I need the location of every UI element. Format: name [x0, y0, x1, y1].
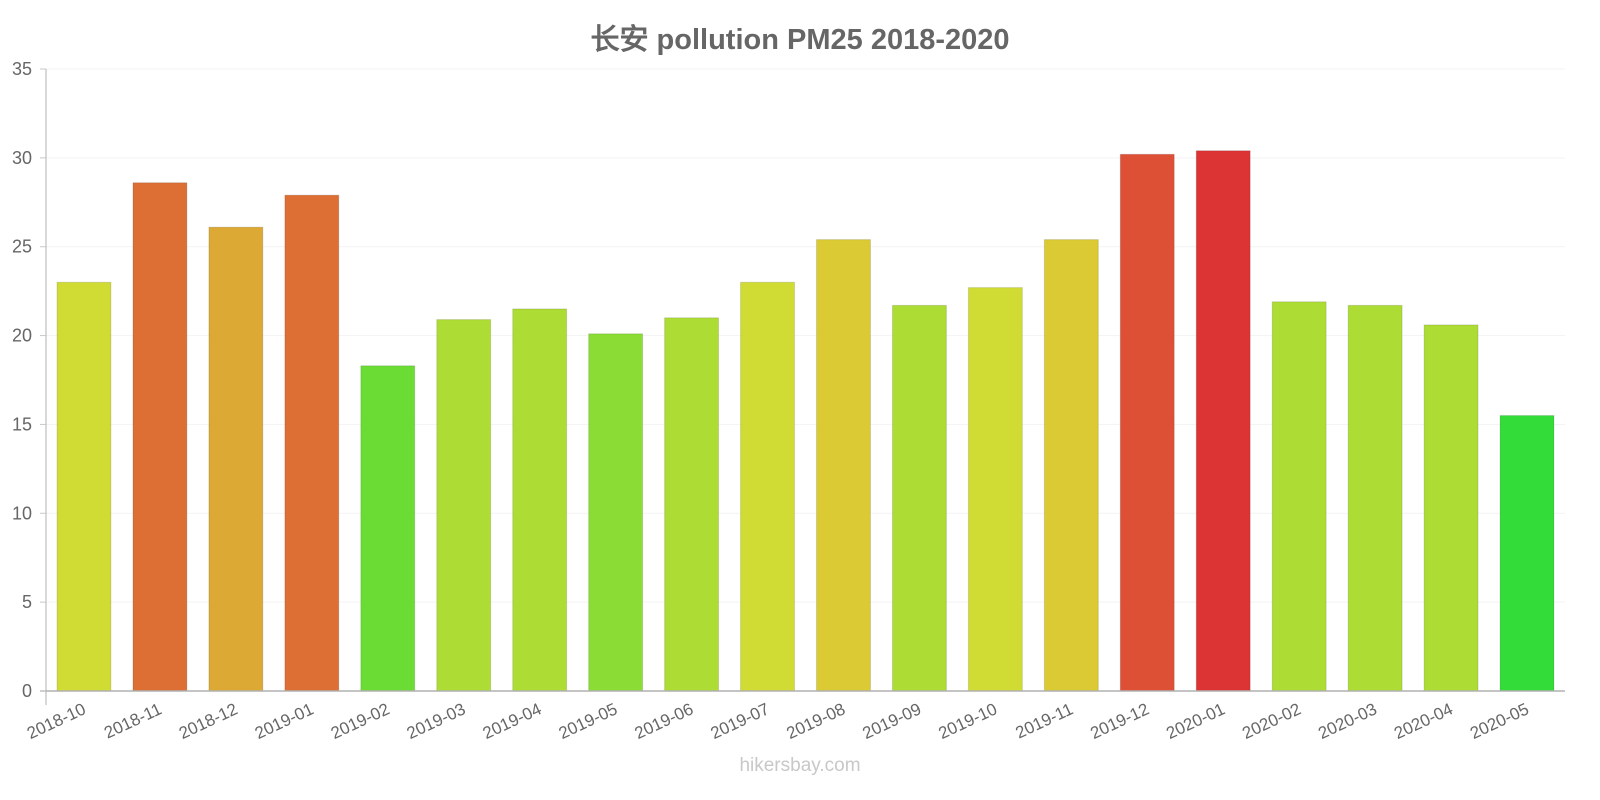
y-axis-ticks: 0 5 10 15 20 25 30 35 [12, 59, 46, 701]
x-tick-label: 2019-07 [708, 699, 773, 743]
chart-title: 长安 pollution PM25 2018-2020 [590, 24, 1010, 56]
bar-2020-02[interactable] [1271, 301, 1327, 692]
x-tick-label: 2018-12 [176, 699, 241, 743]
y-tick-label: 15 [12, 414, 32, 434]
bar-2018-10[interactable] [56, 281, 112, 692]
y-tick-label: 25 [12, 237, 32, 257]
x-tick-label: 2019-12 [1087, 699, 1152, 743]
y-tick-label: 20 [12, 326, 32, 346]
bar-2019-08[interactable] [816, 239, 871, 692]
x-tick-label: 2020-02 [1239, 699, 1304, 743]
x-tick-label: 2019-03 [404, 699, 469, 743]
x-tick-label: 2018-10 [24, 699, 89, 743]
bar-2019-02[interactable] [360, 365, 416, 692]
y-tick-label: 30 [12, 148, 32, 168]
bar-2019-04[interactable] [512, 308, 568, 692]
x-tick-label: 2019-06 [632, 699, 697, 743]
bar-2019-12[interactable] [1119, 153, 1175, 692]
x-tick-label: 2020-03 [1315, 699, 1380, 743]
x-tick-label: 2019-09 [860, 699, 925, 743]
y-tick-label: 5 [22, 592, 32, 612]
y-tick-label: 35 [12, 59, 32, 79]
bar-2019-06[interactable] [664, 317, 720, 692]
bar-2019-11[interactable] [1043, 239, 1099, 692]
x-tick-label: 2019-05 [556, 699, 621, 743]
bar-2019-10[interactable] [967, 287, 1023, 692]
x-tick-label: 2020-04 [1391, 699, 1456, 743]
bar-2020-03[interactable] [1347, 304, 1403, 692]
watermark: hikersbay.com [739, 755, 861, 776]
x-tick-label: 2020-01 [1163, 699, 1228, 743]
x-tick-label: 2019-10 [935, 699, 1000, 743]
bar-2019-07[interactable] [740, 281, 795, 692]
bar-2020-05[interactable] [1499, 415, 1555, 692]
x-tick-label: 2020-05 [1467, 699, 1532, 743]
axes [40, 69, 1565, 705]
y-tick-label: 10 [12, 503, 32, 523]
bar-2018-12[interactable] [208, 226, 264, 692]
bars [56, 150, 1555, 692]
bar-2018-11[interactable] [132, 182, 188, 692]
bar-2019-01[interactable] [284, 194, 340, 692]
x-tick-label: 2019-11 [1013, 699, 1076, 742]
x-tick-label: 2019-01 [252, 699, 317, 743]
bar-2020-01[interactable] [1195, 150, 1251, 692]
bar-2019-05[interactable] [588, 333, 644, 692]
gridlines [46, 68, 1565, 603]
x-tick-label: 2019-08 [784, 699, 849, 743]
x-tick-label: 2019-04 [480, 699, 545, 743]
bar-2019-09[interactable] [891, 304, 947, 692]
x-tick-label: 2018-11 [101, 699, 164, 742]
bar-2019-03[interactable] [436, 319, 492, 692]
bar-2020-04[interactable] [1423, 324, 1479, 692]
y-tick-label: 0 [22, 681, 32, 701]
x-axis-ticks: 2018-10 2018-11 2018-12 2019-01 2019-02 2019-… [24, 699, 1532, 743]
x-tick-label: 2019-02 [328, 699, 393, 743]
